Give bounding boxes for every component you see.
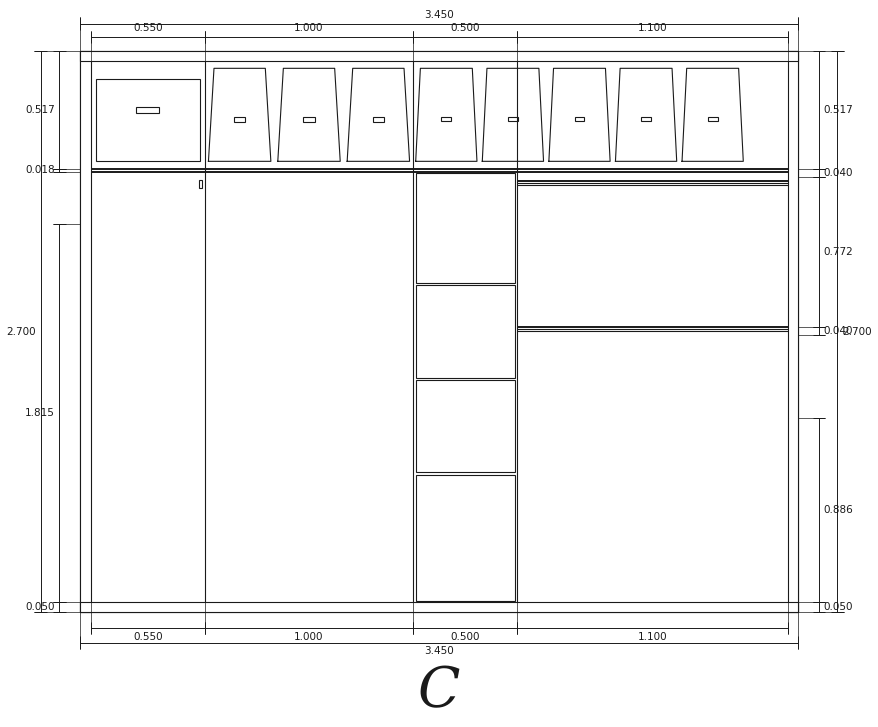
Text: 1.815: 1.815 <box>25 408 54 418</box>
Bar <box>96 79 199 161</box>
Bar <box>415 285 514 378</box>
Bar <box>415 174 514 283</box>
Text: 0.772: 0.772 <box>823 247 853 257</box>
Text: 0.500: 0.500 <box>450 23 479 33</box>
Text: 0.040: 0.040 <box>823 326 852 337</box>
Bar <box>707 117 716 121</box>
Text: 0.517: 0.517 <box>823 105 853 115</box>
Bar <box>372 117 384 121</box>
Text: 0.050: 0.050 <box>25 602 54 612</box>
Bar <box>415 475 514 601</box>
Text: 1.000: 1.000 <box>294 23 323 33</box>
Bar <box>80 51 90 612</box>
Text: 3.450: 3.450 <box>424 10 453 20</box>
Text: 0.550: 0.550 <box>133 23 162 33</box>
Text: 2.700: 2.700 <box>6 326 36 337</box>
Bar <box>234 117 245 121</box>
Text: 1.100: 1.100 <box>637 23 666 33</box>
Text: 0.040: 0.040 <box>823 168 852 178</box>
Text: C: C <box>417 664 460 719</box>
Bar <box>787 51 797 612</box>
Bar <box>80 51 797 612</box>
Bar <box>574 117 584 121</box>
Bar <box>640 117 651 121</box>
Bar <box>441 117 450 121</box>
Text: 1.100: 1.100 <box>637 632 666 642</box>
Text: 0.050: 0.050 <box>823 602 852 612</box>
Bar <box>80 602 797 612</box>
Text: 0.500: 0.500 <box>450 632 479 642</box>
Text: 1.000: 1.000 <box>294 632 323 642</box>
Text: 0.550: 0.550 <box>133 632 162 642</box>
Bar <box>80 51 797 61</box>
Text: 0.886: 0.886 <box>823 505 853 515</box>
Text: 0.018: 0.018 <box>25 166 54 175</box>
Text: 2.700: 2.700 <box>841 326 871 337</box>
Text: 0.517: 0.517 <box>25 105 54 115</box>
Bar <box>199 180 202 188</box>
Text: 3.450: 3.450 <box>424 646 453 656</box>
Bar <box>303 117 314 121</box>
Bar <box>136 107 159 113</box>
Bar <box>415 379 514 473</box>
Bar <box>507 117 517 121</box>
